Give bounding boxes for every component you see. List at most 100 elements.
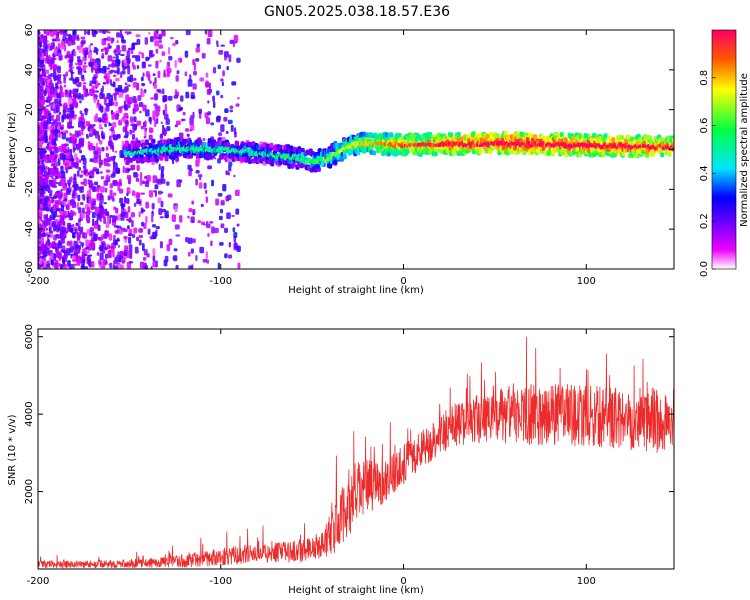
spectrogram-cell xyxy=(78,219,81,222)
spectrogram-cell xyxy=(160,165,165,171)
spectrogram-x-tick-label: -200 xyxy=(27,276,50,287)
spectrogram-cell xyxy=(47,56,52,64)
spectrogram-cell xyxy=(151,138,156,144)
spectrogram-cell xyxy=(82,263,85,269)
spectrogram-cell xyxy=(68,263,74,269)
spectrogram-cell xyxy=(61,249,66,253)
spectrogram-cell xyxy=(141,242,145,251)
spectrogram-cell xyxy=(82,165,85,169)
spectrogram-cell xyxy=(67,179,72,185)
spectrogram-cell xyxy=(62,199,66,202)
spectrogram-cell xyxy=(38,118,43,122)
spectrogram-cell xyxy=(210,240,213,247)
spectrogram-cell xyxy=(142,256,147,261)
spectrogram-cell xyxy=(117,251,120,258)
spectrogram-cell xyxy=(162,109,165,116)
spectrogram-cell xyxy=(108,245,114,249)
spectrogram-cell xyxy=(88,188,92,197)
spectrogram-cell xyxy=(80,170,84,174)
spectrogram-cell xyxy=(386,151,391,157)
spectrogram-cell xyxy=(40,178,44,186)
spectrogram-cell xyxy=(74,77,80,83)
colorbar: 0.0 0.2 0.4 0.6 0.8 Normalized spectral ampl… xyxy=(699,29,750,277)
spectrogram-cell xyxy=(48,179,52,185)
spectrogram-cell xyxy=(644,149,649,155)
spectrogram-cell xyxy=(89,43,93,46)
spectrogram-cell xyxy=(112,192,117,196)
snr-plot-area xyxy=(38,329,674,569)
spectrogram-cell xyxy=(190,114,194,119)
spectrogram-cell xyxy=(69,110,75,118)
spectrogram-cell xyxy=(207,111,212,116)
spectrogram-cell xyxy=(112,121,117,128)
spectrogram-cell xyxy=(219,208,224,214)
spectrogram-cell xyxy=(56,215,62,218)
spectrogram-cell xyxy=(237,97,240,100)
spectrogram-cell xyxy=(210,122,215,126)
spectrogram-cell xyxy=(165,118,170,125)
spectrogram-cell xyxy=(220,78,224,82)
spectrogram-cell xyxy=(56,234,61,239)
spectrogram-cell xyxy=(70,198,76,205)
spectrogram-cell xyxy=(56,171,62,178)
spectrogram-cell xyxy=(160,121,163,125)
spectrogram-cell xyxy=(42,82,46,86)
spectrogram-cell xyxy=(72,146,75,153)
spectrogram-cell xyxy=(115,55,119,61)
colorbar-tick-label: 0.8 xyxy=(699,70,710,86)
spectrogram-cell xyxy=(185,91,190,99)
spectrogram-cell xyxy=(104,187,108,193)
spectrogram-cell xyxy=(60,210,63,217)
spectrogram-cell xyxy=(603,133,608,139)
spectrogram-cell xyxy=(121,45,127,52)
spectrogram-cell xyxy=(60,188,63,192)
spectrogram-cell xyxy=(89,62,94,68)
spectrogram-cell xyxy=(221,136,226,142)
spectrogram-cell xyxy=(214,227,219,234)
spectrogram-cell xyxy=(234,189,240,197)
spectrogram-cell xyxy=(38,109,42,117)
spectrogram-cell xyxy=(123,88,128,93)
spectrogram-cell xyxy=(166,126,171,132)
spectrogram-cell xyxy=(38,216,43,222)
spectrogram-cell xyxy=(61,132,67,140)
spectrogram-cell xyxy=(153,83,157,89)
spectrogram-cell xyxy=(44,233,48,237)
spectrogram-cell xyxy=(78,140,83,147)
spectrogram-cell xyxy=(110,37,114,44)
spectrogram-cell xyxy=(98,237,103,241)
spectrogram-cell xyxy=(49,253,54,260)
spectrogram-cell xyxy=(44,175,49,184)
spectrogram-cell xyxy=(227,171,231,176)
spectrogram-cell xyxy=(234,241,237,249)
spectrogram-cell xyxy=(48,226,52,232)
spectrogram-cell xyxy=(394,151,399,157)
spectrogram-cell xyxy=(38,67,41,74)
spectrogram-cell xyxy=(96,252,100,256)
spectrogram-cell xyxy=(133,202,137,207)
spectrogram-cell xyxy=(41,150,45,155)
spectrogram-cell xyxy=(99,252,104,261)
spectrogram-cell xyxy=(91,198,96,204)
spectrogram-cell xyxy=(77,67,83,75)
spectrogram-cell xyxy=(247,158,252,164)
spectrogram-cell xyxy=(71,158,75,163)
spectrogram-cell xyxy=(178,132,184,138)
spectrogram-cell xyxy=(104,123,107,128)
spectrogram-cell xyxy=(211,179,215,187)
spectrogram-cell xyxy=(68,77,73,81)
spectrogram-cell xyxy=(220,94,224,99)
spectrogram-cell xyxy=(137,95,142,101)
spectrogram-cell xyxy=(113,49,117,54)
spectrogram-cell xyxy=(205,251,208,259)
spectrogram-cell xyxy=(112,250,115,258)
spectrogram-cell xyxy=(100,175,105,180)
spectrogram-cell xyxy=(66,53,70,59)
spectrogram-cell xyxy=(86,206,91,212)
spectrogram-cell xyxy=(152,261,158,268)
spectrogram-cell xyxy=(57,242,63,249)
spectrogram-cell xyxy=(148,134,153,141)
spectrogram-cell xyxy=(190,124,195,131)
spectrogram-cell xyxy=(173,255,178,262)
spectrogram-cell xyxy=(106,215,110,224)
